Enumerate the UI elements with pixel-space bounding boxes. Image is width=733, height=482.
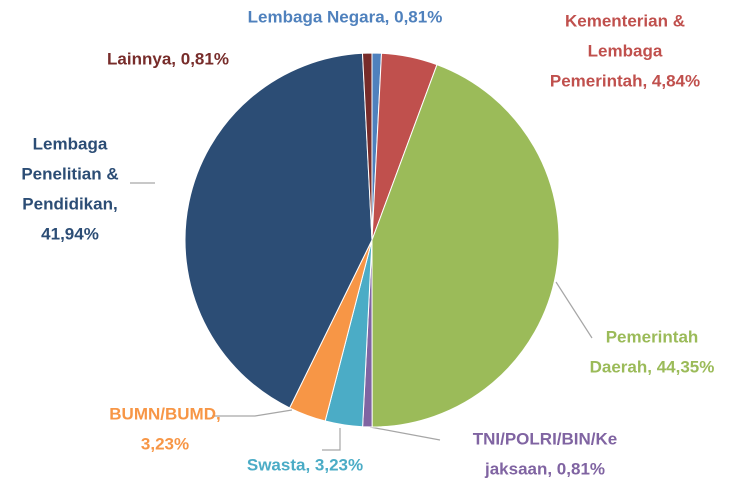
data-label: 3,23%: [141, 434, 189, 453]
data-label: Lembaga: [588, 41, 663, 60]
pie-slice: [184, 52, 373, 409]
data-label: Lembaga Negara, 0,81%: [248, 7, 443, 26]
pie-slice: [371, 64, 560, 428]
data-label: jaksaan, 0,81%: [484, 459, 605, 478]
data-label: Kementerian &: [565, 11, 685, 30]
data-label: Penelitian &: [21, 164, 118, 183]
data-label: Pemerintah: [606, 327, 699, 346]
data-label: Pendidikan,: [22, 194, 117, 213]
data-label: Swasta, 3,23%: [247, 455, 363, 474]
data-label: Lainnya, 0,81%: [107, 49, 229, 68]
leader-line: [322, 428, 341, 451]
data-label: Daerah, 44,35%: [590, 357, 715, 376]
pie-slice: [361, 52, 373, 241]
data-label: Pemerintah, 4,84%: [550, 71, 700, 90]
data-label: Lembaga: [33, 134, 108, 153]
leader-line: [369, 426, 441, 441]
data-label: TNI/POLRI/BIN/Ke: [473, 429, 618, 448]
leader-line: [555, 281, 593, 339]
leader-line: [212, 409, 293, 417]
data-label: BUMN/BUMD,: [109, 404, 220, 423]
data-label: 41,94%: [41, 224, 99, 243]
